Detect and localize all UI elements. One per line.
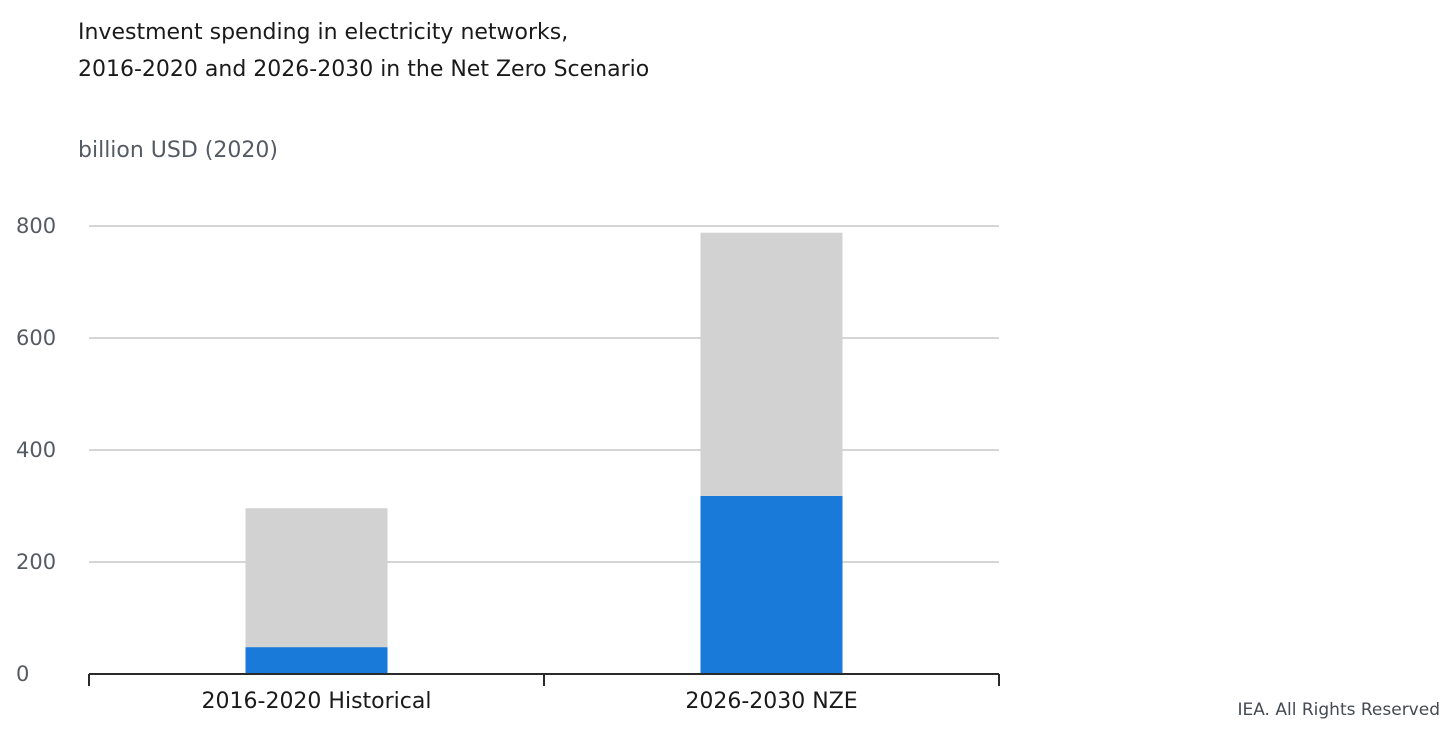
- copyright-notice: IEA. All Rights Reserved: [1237, 700, 1440, 720]
- axis-labels: 0 200 400 600 800 2016-2020 Historical 2026-20…: [16, 214, 858, 714]
- bar-segment-1-1: [245, 647, 388, 674]
- y-tick-label-800: 800: [16, 214, 56, 238]
- bar-segment-2-1: [700, 495, 843, 674]
- y-axis-unit-label: billion USD (2020): [78, 138, 278, 163]
- bar-segment-1-2: [245, 508, 388, 648]
- y-tick-label-400: 400: [16, 438, 56, 462]
- bars: [245, 232, 843, 674]
- chart-title: Investment spending in electricity netwo…: [78, 14, 978, 88]
- y-tick-label-200: 200: [16, 550, 56, 574]
- chart-title-line-1: Investment spending in electricity netwo…: [78, 20, 569, 45]
- x-category-label-2: 2026-2030 NZE: [685, 689, 857, 714]
- x-axis: [88, 673, 1000, 686]
- grid-lines: [89, 225, 999, 563]
- x-category-label-1: 2016-2020 Historical: [202, 689, 432, 714]
- chart-title-line-2: 2016-2020 and 2026-2030 in the Net Zero …: [78, 57, 650, 82]
- y-tick-label-0: 0: [16, 662, 29, 686]
- bar-segment-2-2: [700, 232, 843, 496]
- y-tick-label-600: 600: [16, 326, 56, 350]
